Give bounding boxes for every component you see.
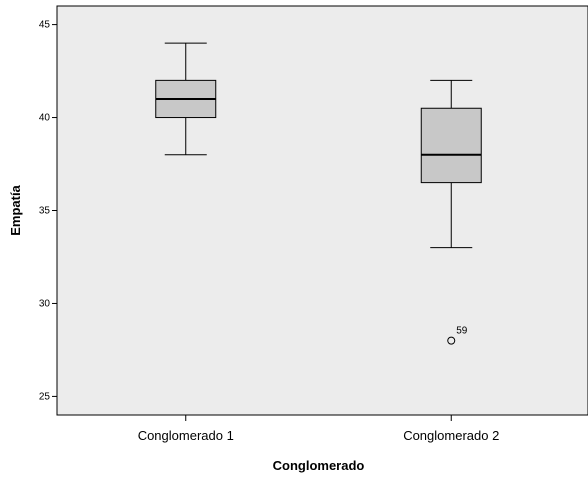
- iqr-box: [420, 107, 482, 184]
- plot-area: [56, 5, 588, 416]
- y-tick-label: 30: [39, 298, 51, 309]
- box-2: 59: [420, 79, 482, 345]
- y-tick-label: 25: [39, 391, 51, 402]
- box-1: [155, 42, 217, 156]
- x-axis: Conglomerado 1 Conglomerado 2: [138, 415, 499, 443]
- y-tick-label: 40: [39, 113, 51, 124]
- x-tick-label: Conglomerado 2: [403, 428, 499, 443]
- y-tick-label: 35: [39, 206, 51, 217]
- y-axis-title: Empatía: [8, 184, 23, 235]
- boxes-group: 59: [155, 42, 482, 345]
- x-tick-label: Conglomerado 1: [138, 428, 234, 443]
- x-axis-title: Conglomerado: [273, 458, 365, 473]
- outlier-point: [447, 336, 456, 345]
- y-axis: 25 30 35 40 45: [39, 20, 57, 402]
- outlier-label: 59: [456, 326, 468, 337]
- y-tick-label: 45: [39, 20, 51, 31]
